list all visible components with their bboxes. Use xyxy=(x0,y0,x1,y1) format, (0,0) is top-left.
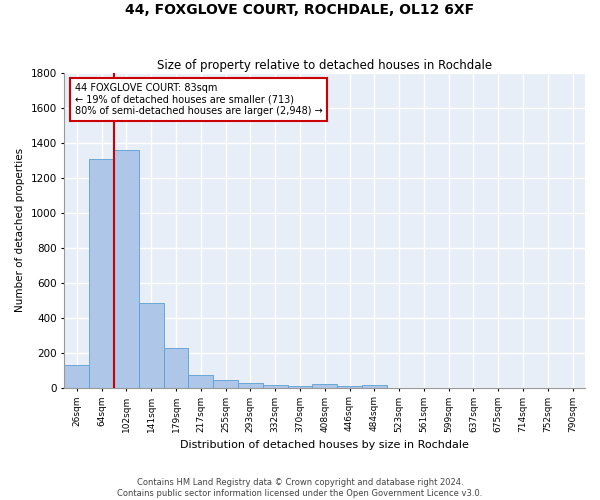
Bar xyxy=(139,303,164,388)
Bar xyxy=(238,384,263,388)
Bar xyxy=(337,386,362,388)
Text: Contains HM Land Registry data © Crown copyright and database right 2024.
Contai: Contains HM Land Registry data © Crown c… xyxy=(118,478,482,498)
Bar xyxy=(287,386,313,388)
Title: Size of property relative to detached houses in Rochdale: Size of property relative to detached ho… xyxy=(157,59,492,72)
Bar xyxy=(313,384,337,388)
Bar xyxy=(188,374,213,388)
Y-axis label: Number of detached properties: Number of detached properties xyxy=(15,148,25,312)
Bar xyxy=(213,380,238,388)
Bar xyxy=(263,385,287,388)
Bar xyxy=(64,365,89,388)
Bar xyxy=(89,159,114,388)
Bar xyxy=(362,385,386,388)
Bar xyxy=(114,150,139,388)
Bar xyxy=(164,348,188,388)
Text: 44, FOXGLOVE COURT, ROCHDALE, OL12 6XF: 44, FOXGLOVE COURT, ROCHDALE, OL12 6XF xyxy=(125,2,475,16)
X-axis label: Distribution of detached houses by size in Rochdale: Distribution of detached houses by size … xyxy=(180,440,469,450)
Text: 44 FOXGLOVE COURT: 83sqm
← 19% of detached houses are smaller (713)
80% of semi-: 44 FOXGLOVE COURT: 83sqm ← 19% of detach… xyxy=(75,82,323,116)
